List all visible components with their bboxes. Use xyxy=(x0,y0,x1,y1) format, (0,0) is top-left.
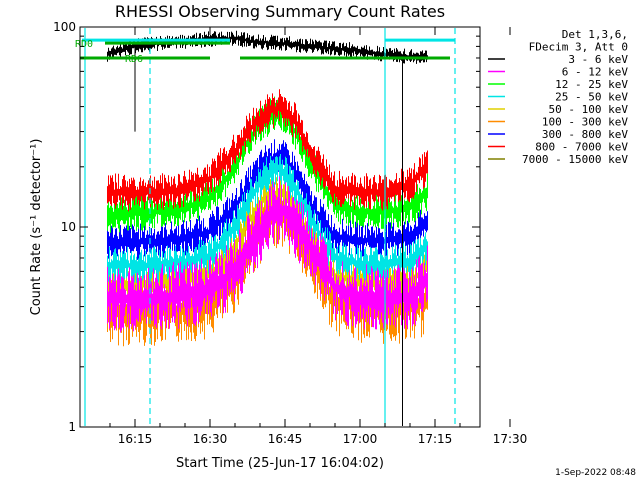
x-tick-label-1: 16:30 xyxy=(193,432,228,446)
series-line-7 xyxy=(107,89,428,212)
x-tick-layer: 16:15 16:30 16:45 17:00 17:15 17:30 xyxy=(109,27,528,446)
y-tick-label-2: 100 xyxy=(53,20,76,34)
rd-label-0: RD0 xyxy=(75,39,93,50)
legend-header-1: FDecim 3, Att 0 xyxy=(529,41,628,54)
chart-title: RHESSI Observing Summary Count Rates xyxy=(115,2,445,21)
legend-item-7: 800 - 7000 keV xyxy=(535,141,628,154)
series-line-1 xyxy=(107,176,428,333)
legend-item-1: 6 - 12 keV xyxy=(562,66,629,79)
legend-item-2: 12 - 25 keV xyxy=(555,78,628,91)
legend-item-6: 300 - 800 keV xyxy=(542,128,628,141)
y-tick-label-1: 10 xyxy=(61,220,76,234)
x-tick-label-3: 17:00 xyxy=(343,432,378,446)
y-tick-layer: 1 10 100 xyxy=(53,20,480,434)
legend-item-5: 100 - 300 keV xyxy=(542,116,628,129)
series-layer xyxy=(107,30,428,347)
x-tick-label-2: 16:45 xyxy=(268,432,303,446)
legend-item-0: 3 - 6 keV xyxy=(568,53,628,66)
footer-date: 1-Sep-2022 08:48 xyxy=(555,468,636,478)
legend-item-4: 50 - 100 keV xyxy=(549,103,629,116)
legend-item-3: 25 - 50 keV xyxy=(555,91,628,104)
y-tick-label-0: 1 xyxy=(68,420,76,434)
x-tick-label-0: 16:15 xyxy=(118,432,153,446)
x-tick-label-5: 17:30 xyxy=(493,432,528,446)
x-tick-label-4: 17:15 xyxy=(418,432,453,446)
legend-header-0: Det 1,3,6, xyxy=(562,28,628,41)
x-axis-label: Start Time (25-Jun-17 16:04:02) xyxy=(176,456,384,471)
y-axis-label: Count Rate (s⁻¹ detector⁻¹) xyxy=(29,139,44,316)
legend-item-8: 7000 - 15000 keV xyxy=(522,153,628,166)
rd-label-1: RD6 xyxy=(125,54,143,65)
